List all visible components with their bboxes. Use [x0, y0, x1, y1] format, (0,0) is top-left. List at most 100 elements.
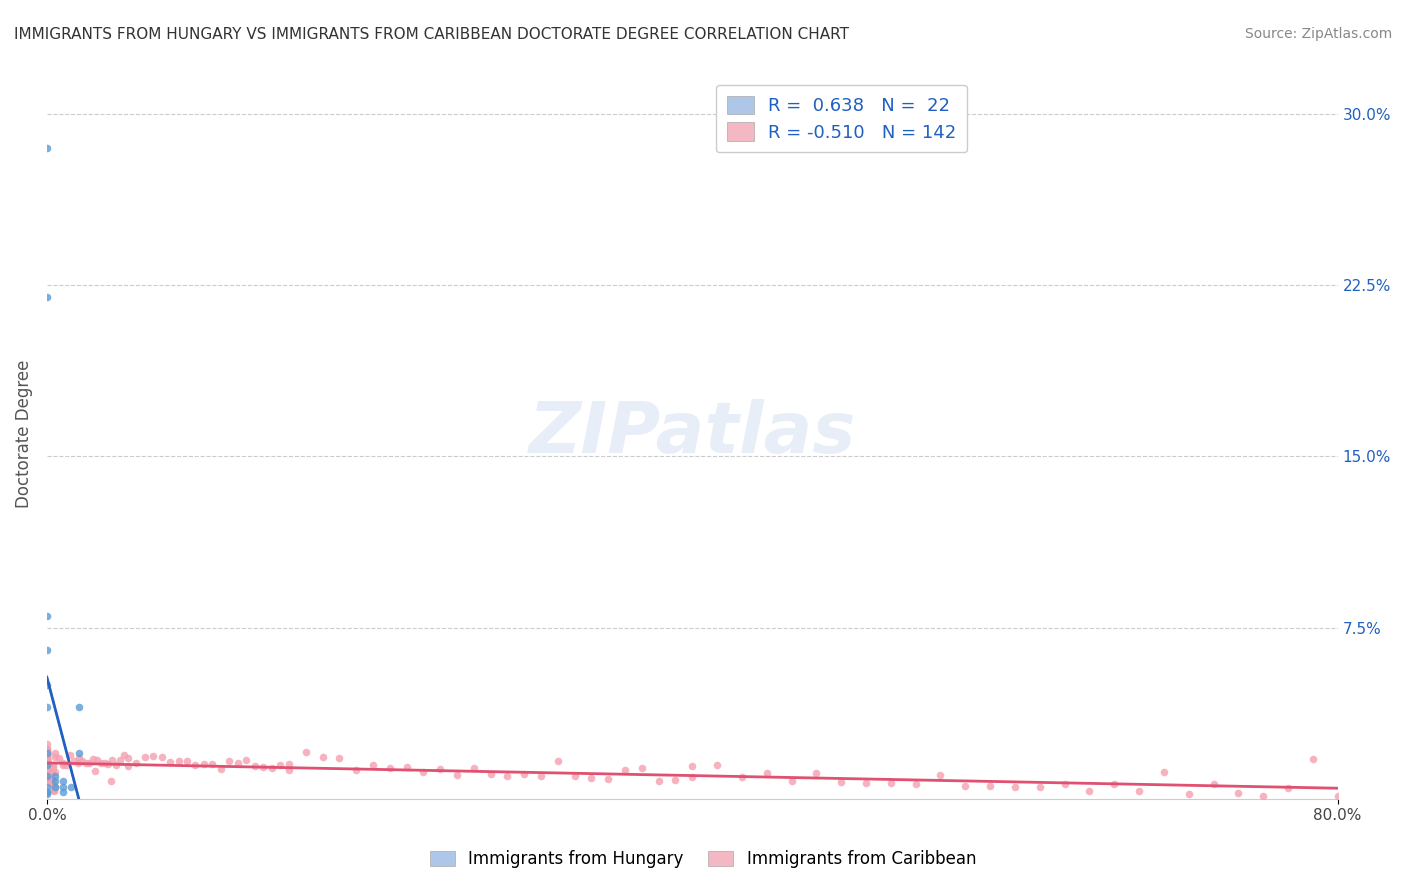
Legend: Immigrants from Hungary, Immigrants from Caribbean: Immigrants from Hungary, Immigrants from… — [423, 844, 983, 875]
Point — [52, 780, 75, 795]
Point — [260, 761, 283, 775]
Point — [664, 773, 686, 788]
Point — [35, 750, 58, 764]
Point — [35, 753, 58, 767]
Point — [277, 764, 299, 778]
Point — [35, 747, 58, 762]
Point — [496, 768, 519, 782]
Point — [52, 756, 75, 770]
Point — [44, 773, 66, 788]
Point — [67, 700, 90, 714]
Point — [1153, 764, 1175, 779]
Point — [904, 777, 927, 791]
Point — [35, 748, 58, 763]
Point — [35, 141, 58, 155]
Point — [446, 768, 468, 782]
Point — [530, 769, 553, 783]
Point — [35, 756, 58, 770]
Point — [780, 773, 803, 788]
Point — [35, 752, 58, 766]
Point — [66, 756, 89, 770]
Point — [70, 754, 93, 768]
Point — [112, 747, 135, 762]
Point — [1251, 789, 1274, 804]
Point — [35, 757, 58, 772]
Point — [513, 767, 536, 781]
Point — [35, 756, 58, 771]
Point — [1053, 777, 1076, 791]
Legend: R =  0.638   N =  22, R = -0.510   N = 142: R = 0.638 N = 22, R = -0.510 N = 142 — [716, 85, 967, 153]
Point — [35, 609, 58, 624]
Point — [395, 760, 418, 774]
Point — [706, 757, 728, 772]
Point — [63, 754, 86, 768]
Point — [42, 758, 65, 772]
Point — [100, 773, 122, 788]
Point — [35, 750, 58, 764]
Point — [328, 751, 350, 765]
Point — [631, 761, 654, 775]
Point — [108, 753, 131, 767]
Point — [97, 757, 120, 772]
Point — [35, 747, 58, 761]
Point — [311, 749, 333, 764]
Point — [42, 779, 65, 793]
Point — [35, 787, 58, 801]
Point — [412, 765, 434, 780]
Point — [35, 780, 58, 795]
Point — [243, 759, 266, 773]
Point — [277, 757, 299, 772]
Point — [35, 678, 58, 692]
Point — [39, 764, 62, 779]
Point — [35, 751, 58, 765]
Point — [35, 769, 58, 783]
Point — [218, 754, 240, 768]
Point — [1277, 781, 1299, 796]
Point — [38, 767, 60, 781]
Point — [35, 746, 58, 760]
Point — [479, 767, 502, 781]
Point — [929, 768, 952, 782]
Point — [90, 756, 112, 771]
Point — [269, 758, 291, 772]
Point — [1227, 786, 1250, 800]
Point — [35, 747, 58, 762]
Point — [44, 780, 66, 794]
Point — [84, 764, 107, 779]
Point — [86, 753, 108, 767]
Point — [44, 780, 66, 795]
Point — [39, 765, 62, 780]
Point — [184, 757, 207, 772]
Point — [35, 745, 58, 759]
Point — [60, 780, 83, 795]
Point — [41, 765, 63, 780]
Point — [681, 759, 703, 773]
Point — [731, 770, 754, 784]
Point — [1128, 784, 1150, 798]
Point — [75, 756, 97, 771]
Y-axis label: Doctorate Degree: Doctorate Degree — [15, 359, 32, 508]
Point — [830, 775, 852, 789]
Point — [79, 756, 101, 771]
Point — [117, 750, 139, 764]
Point — [35, 785, 58, 799]
Point — [35, 756, 58, 770]
Point — [35, 737, 58, 751]
Point — [598, 772, 620, 786]
Point — [35, 290, 58, 304]
Point — [755, 766, 778, 780]
Point — [547, 754, 569, 768]
Point — [44, 769, 66, 783]
Point — [44, 765, 66, 780]
Point — [35, 785, 58, 799]
Point — [35, 742, 58, 756]
Point — [35, 756, 58, 771]
Point — [35, 643, 58, 657]
Point — [294, 745, 316, 759]
Point — [35, 744, 58, 758]
Point — [35, 756, 58, 770]
Text: Source: ZipAtlas.com: Source: ZipAtlas.com — [1244, 27, 1392, 41]
Point — [39, 767, 62, 781]
Point — [44, 750, 66, 764]
Point — [209, 762, 232, 776]
